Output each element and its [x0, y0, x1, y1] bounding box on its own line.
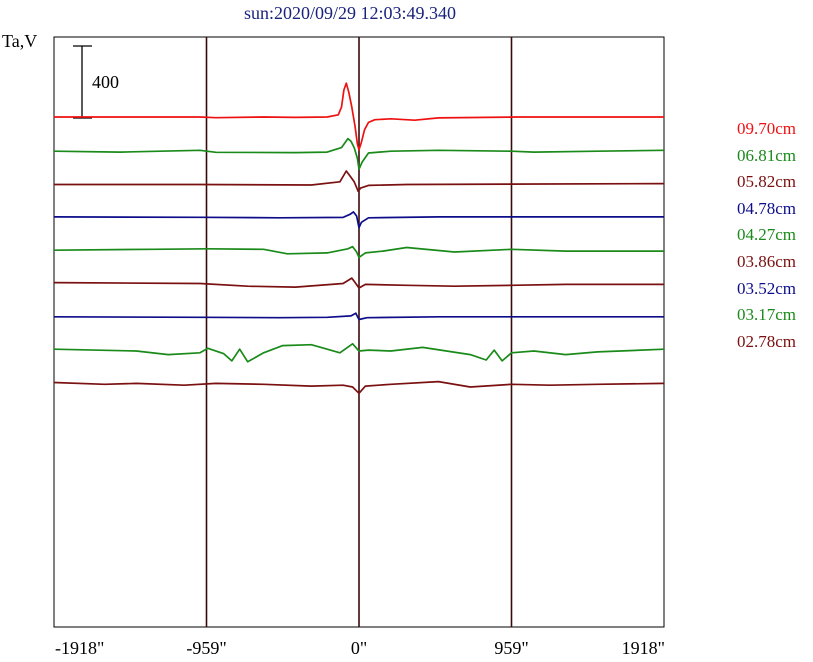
scale-bar-label: 400 — [92, 72, 119, 92]
series-group — [53, 82, 665, 395]
legend-entry-03.52cm: 03.52cm — [737, 278, 797, 298]
series-line-04.27cm — [53, 245, 664, 259]
series-line-02.78cm — [53, 380, 665, 395]
legend-entry-04.78cm: 04.78cm — [737, 198, 797, 218]
legend-entry-05.82cm: 05.82cm — [737, 172, 797, 192]
y-axis-label: Ta,V — [2, 31, 38, 51]
x-tick-label: -1918" — [55, 638, 104, 658]
legend-entry-03.86cm: 03.86cm — [737, 252, 797, 271]
scale-bar: 400 — [73, 45, 119, 119]
series-line-03.52cm — [53, 312, 664, 321]
series-line-04.78cm — [53, 211, 664, 229]
x-tick-label: 1918" — [622, 638, 665, 658]
series-line-03.86cm — [53, 277, 664, 289]
legend-entry-06.81cm: 06.81cm — [737, 145, 797, 165]
vertical-reference-lines — [205, 37, 513, 627]
series-line-03.17cm — [53, 342, 665, 363]
series-line-06.81cm — [53, 137, 665, 171]
series-line-09.70cm — [54, 82, 664, 151]
legend-entry-03.17cm: 03.17cm — [737, 305, 797, 325]
x-tick-labels: -1918" -959" 0" 959" 1918" — [55, 638, 665, 658]
x-tick-label: 959" — [494, 638, 528, 658]
x-tick-label: 0" — [351, 638, 367, 658]
legend-entry-02.78cm: 02.78cm — [737, 331, 797, 351]
chart-title: sun:2020/09/29 12:03:49.340 — [243, 3, 456, 23]
x-tick-label: -959" — [186, 638, 226, 658]
series-line-05.82cm — [54, 170, 665, 193]
legend-entry-04.27cm: 04.27cm — [737, 225, 797, 245]
legend-entry-09.70cm: 09.70cm — [737, 119, 797, 138]
